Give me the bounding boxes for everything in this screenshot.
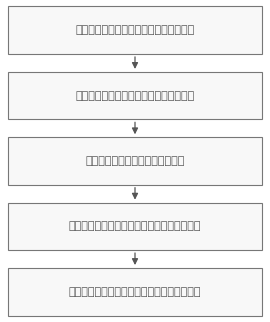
Text: 用测井等方法确定地层分层厚度和层速度: 用测井等方法确定地层分层厚度和层速度 — [75, 90, 195, 101]
FancyBboxPatch shape — [8, 268, 262, 316]
Text: 进行迭代运算，确定给定炮检距下的射线常数: 进行迭代运算，确定给定炮检距下的射线常数 — [69, 221, 201, 232]
Text: 根据射线常数，计算给定炮检距下的平均速度: 根据射线常数，计算给定炮检距下的平均速度 — [69, 287, 201, 297]
FancyBboxPatch shape — [8, 203, 262, 250]
Text: 布置纵测线，确定记录点的炮检距: 布置纵测线，确定记录点的炮检距 — [85, 156, 185, 166]
FancyBboxPatch shape — [8, 137, 262, 185]
Text: 在水平层状介质勘探区钻孔，打至目标层: 在水平层状介质勘探区钻孔，打至目标层 — [75, 25, 195, 35]
FancyBboxPatch shape — [8, 72, 262, 119]
FancyBboxPatch shape — [8, 6, 262, 54]
